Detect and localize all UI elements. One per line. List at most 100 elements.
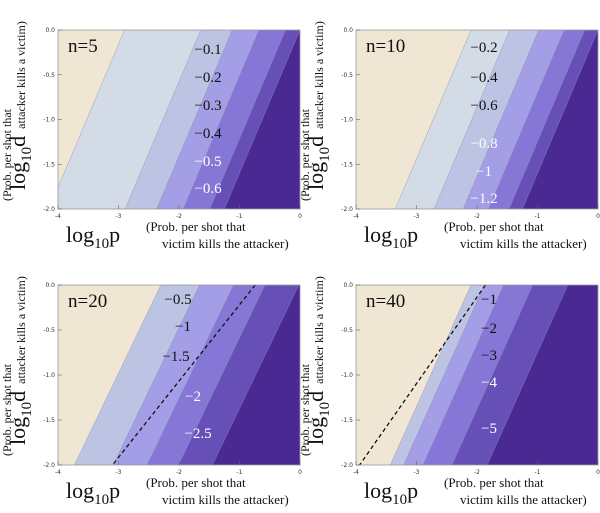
contour-level-label: −0.6 xyxy=(194,181,222,197)
contour-level-label: −0.8 xyxy=(470,136,497,152)
y-tick-label: -1.5 xyxy=(43,161,55,168)
contour-level-label: −3 xyxy=(481,348,497,364)
y-axis-description: (Prob. per shot that xyxy=(0,108,14,201)
y-axis-title: log10d xyxy=(5,391,35,445)
x-axis-title: log10p xyxy=(66,478,120,508)
y-tick-label: -2.0 xyxy=(43,462,55,469)
plot-area xyxy=(356,285,598,465)
reference-dashed-line xyxy=(359,285,487,465)
x-tick-label: -3 xyxy=(414,213,420,220)
contour-level-label: −0.4 xyxy=(470,70,498,86)
contour-level-label: −0.3 xyxy=(194,98,221,114)
x-tick-label: -2 xyxy=(474,469,480,476)
contour-level-label: −1 xyxy=(175,319,191,335)
y-tick-label: -2.0 xyxy=(341,462,353,469)
x-axis-description: (Prob. per shot that xyxy=(146,219,246,234)
y-axis-title: log10d xyxy=(5,136,35,190)
n-value-label: n=40 xyxy=(366,291,405,312)
y-tick-label: -0.5 xyxy=(341,72,353,79)
n-value-label: n=5 xyxy=(68,36,98,57)
contour-level-label: −0.5 xyxy=(164,292,191,308)
x-tick-label: -1 xyxy=(237,469,243,476)
y-tick-label: -1.0 xyxy=(341,372,353,379)
contour-level-label: −1 xyxy=(481,292,497,308)
y-axis-description: attacker kills a victim) xyxy=(312,276,326,384)
x-tick-label: 0 xyxy=(298,213,302,220)
contour-level-label: −0.2 xyxy=(194,70,221,86)
contour-level-label: −1.5 xyxy=(162,349,189,365)
x-axis-description: (Prob. per shot that xyxy=(146,475,246,490)
contour-level-label: −2 xyxy=(185,389,201,405)
n-value-label: n=20 xyxy=(68,291,107,312)
y-axis-description: (Prob. per shot that xyxy=(298,108,312,201)
x-tick-label: -3 xyxy=(116,469,122,476)
contour-band xyxy=(486,285,598,465)
contour-band xyxy=(212,285,300,465)
y-tick-label: -1.0 xyxy=(43,372,55,379)
y-tick-label: -0.5 xyxy=(43,72,55,79)
y-axis-description: (Prob. per shot that xyxy=(0,363,14,456)
x-axis-description: victim kills the attacker) xyxy=(460,236,587,251)
contour-level-label: −4 xyxy=(481,375,497,391)
chart-panel-3: -4 -3 -2 -1 0 0.0 -0.5 -1.0 -1.5 -2.0 n=20 −0.5 −1 −1… xyxy=(0,276,302,508)
y-tick-label: -2.0 xyxy=(43,206,55,213)
x-tick-label: -3 xyxy=(414,469,420,476)
x-tick-label: 0 xyxy=(596,469,600,476)
x-tick-label: -2 xyxy=(176,469,182,476)
x-tick-label: -1 xyxy=(535,469,541,476)
chart-panel-4: -4 -3 -2 -1 0 0.0 -0.5 -1.0 -1.5 -2.0 n=40 −1 −2 −3 −4… xyxy=(298,276,600,508)
y-tick-label: -1.0 xyxy=(341,117,353,124)
y-tick-label: -1.5 xyxy=(341,161,353,168)
x-tick-label: -3 xyxy=(116,213,122,220)
x-tick-label: -4 xyxy=(353,213,359,220)
x-tick-label: 0 xyxy=(596,213,600,220)
reference-dashed-line xyxy=(111,285,256,465)
y-axis-title: log10d xyxy=(303,391,333,445)
x-axis-description: (Prob. per shot that xyxy=(444,475,544,490)
y-tick-label: -0.5 xyxy=(43,327,55,334)
y-tick-label: -2.0 xyxy=(341,206,353,213)
y-axis-title: log10d xyxy=(303,136,333,190)
x-axis-description: victim kills the attacker) xyxy=(162,236,289,251)
y-tick-label: 0.0 xyxy=(45,282,55,289)
contour-band xyxy=(224,30,300,209)
n-value-label: n=10 xyxy=(366,36,405,57)
contour-level-label: −1 xyxy=(476,164,492,180)
x-axis-title: log10p xyxy=(364,222,418,252)
contour-level-label: −0.1 xyxy=(194,42,221,58)
x-axis-description: victim kills the attacker) xyxy=(460,492,587,507)
x-tick-label: -2 xyxy=(176,213,182,220)
x-axis-title: log10p xyxy=(364,478,418,508)
y-tick-label: -1.0 xyxy=(43,117,55,124)
y-tick-label: 0.0 xyxy=(45,27,55,34)
y-tick-label: -1.5 xyxy=(341,417,353,424)
x-tick-label: -2 xyxy=(474,213,480,220)
chart-panel-2: -4 -3 -2 -1 0 0.0 -0.5 -1.0 -1.5 -2.0 n=10 −0.2 −0.4… xyxy=(298,21,600,252)
y-tick-label: 0.0 xyxy=(343,27,353,34)
chart-panel-1: -4 -3 -2 -1 0 0.0 -0.5 -1.0 -1.5 -2.0 n=5 −0.1 −0.2 −… xyxy=(0,21,302,252)
contour-level-label: −5 xyxy=(481,421,497,437)
y-tick-label: -1.5 xyxy=(43,417,55,424)
y-axis-description: attacker kills a victim) xyxy=(14,21,28,129)
contour-level-label: −0.5 xyxy=(194,154,221,170)
contour-level-label: −0.6 xyxy=(470,98,498,114)
y-tick-label: -0.5 xyxy=(341,327,353,334)
plot-area xyxy=(356,30,598,209)
y-axis-description: attacker kills a victim) xyxy=(14,276,28,384)
contour-level-label: −1.2 xyxy=(470,191,497,207)
x-axis-description: (Prob. per shot that xyxy=(444,219,544,234)
y-axis-description: attacker kills a victim) xyxy=(312,21,326,129)
y-tick-label: 0.0 xyxy=(343,282,353,289)
x-tick-label: -1 xyxy=(535,213,541,220)
contour-band xyxy=(522,30,598,209)
x-axis-title: log10p xyxy=(66,222,120,252)
x-tick-label: -1 xyxy=(237,213,243,220)
x-axis-description: victim kills the attacker) xyxy=(162,492,289,507)
x-tick-label: -4 xyxy=(55,213,61,220)
plot-area xyxy=(58,285,300,465)
contour-level-label: −2 xyxy=(481,321,497,337)
contour-level-label: −0.4 xyxy=(194,126,222,142)
contour-level-label: −2.5 xyxy=(184,426,211,442)
y-axis-description: (Prob. per shot that xyxy=(298,363,312,456)
